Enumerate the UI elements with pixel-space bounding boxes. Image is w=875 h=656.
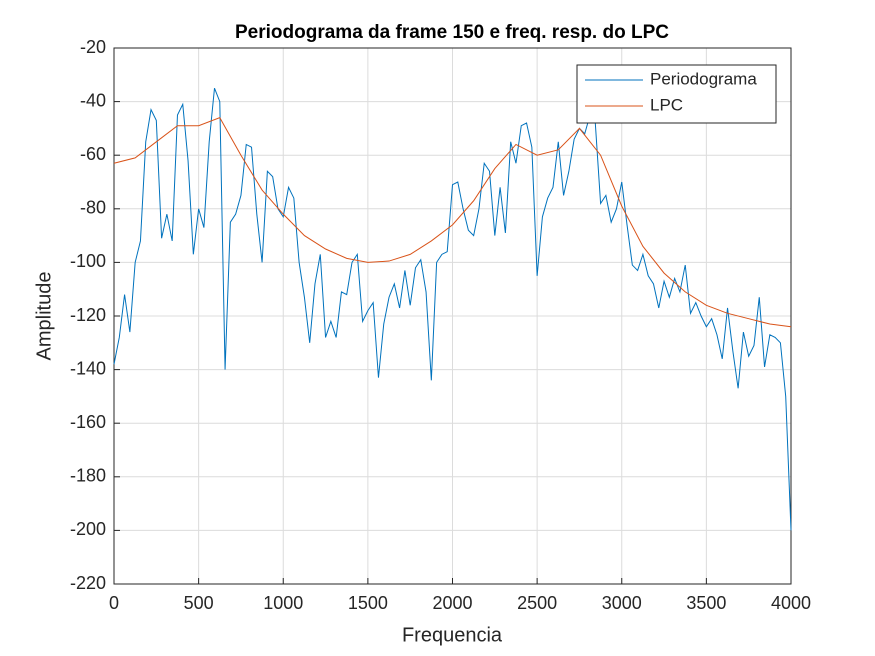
chart-title: Periodograma da frame 150 e freq. resp. …	[235, 22, 669, 43]
y-tick-label: -200	[70, 519, 106, 539]
plot-frame	[113, 47, 792, 585]
legend-label: LPC	[650, 95, 683, 114]
line-series	[113, 88, 792, 531]
y-tick-label: -80	[80, 198, 106, 218]
x-tick-label: 2500	[517, 593, 557, 613]
y-tick-label: -120	[70, 305, 106, 325]
y-tick-label: -60	[80, 144, 106, 164]
y-tick-label: -160	[70, 412, 106, 432]
x-tick-label: 1500	[348, 593, 388, 613]
y-tick-label: -40	[80, 90, 106, 110]
y-tick-label: -140	[70, 358, 106, 378]
x-tick-label: 0	[109, 593, 119, 613]
x-axis-label: Frequencia	[402, 624, 503, 646]
x-tick-label: 2000	[432, 593, 472, 613]
y-axis-label: Amplitude	[33, 272, 55, 361]
y-tick-label: -100	[70, 251, 106, 271]
y-tick-label: -220	[70, 573, 106, 593]
legend-label: Periodograma	[650, 69, 757, 88]
y-tick-label: -20	[80, 37, 106, 57]
legend-box	[576, 64, 777, 124]
line-series	[113, 117, 792, 328]
x-tick-label: 4000	[771, 593, 811, 613]
x-tick-label: 500	[184, 593, 214, 613]
x-tick-label: 1000	[263, 593, 303, 613]
y-tick-label: -180	[70, 466, 106, 486]
x-tick-label: 3500	[686, 593, 726, 613]
x-tick-label: 3000	[602, 593, 642, 613]
